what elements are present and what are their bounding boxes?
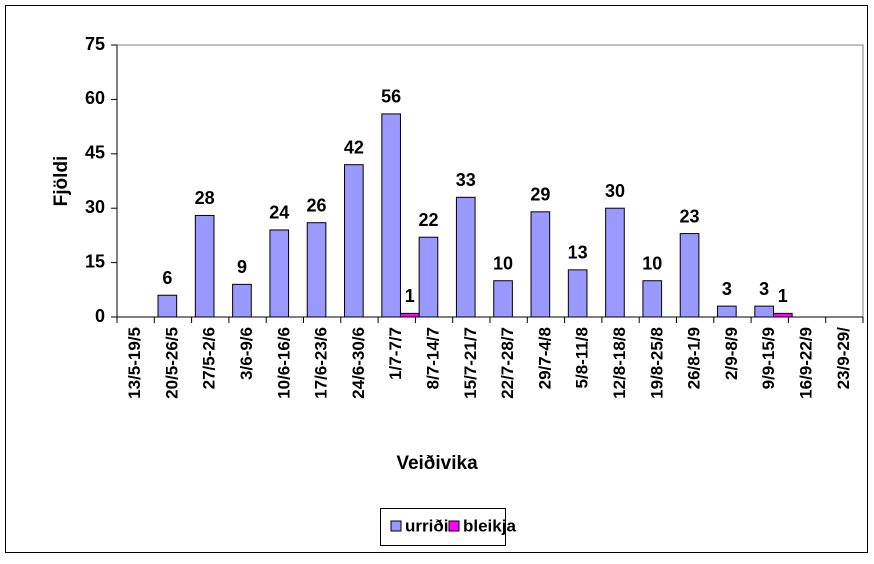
value-label: 28 xyxy=(195,188,215,208)
x-tick-label: 1/7-7/7 xyxy=(386,327,405,380)
bar xyxy=(306,222,327,318)
value-label: 42 xyxy=(344,137,364,157)
value-label: 23 xyxy=(680,206,700,226)
y-tick-label: 30 xyxy=(85,197,105,217)
bar xyxy=(399,312,420,318)
bar xyxy=(232,283,252,318)
value-label: 10 xyxy=(642,253,662,273)
bar xyxy=(642,280,663,318)
bar xyxy=(418,236,439,318)
bar xyxy=(194,214,215,318)
value-label: 30 xyxy=(605,181,625,201)
bar xyxy=(679,233,700,318)
x-tick-label: 22/7-28/7 xyxy=(498,327,517,399)
x-tick-label: 5/8-11/8 xyxy=(573,327,592,388)
x-tick-label: 27/5-2/6 xyxy=(200,327,219,389)
x-tick-label: 29/7-4/8 xyxy=(535,327,554,389)
value-label: 24 xyxy=(269,203,289,223)
value-label: 33 xyxy=(456,170,476,190)
x-tick-label: 16/9-22/9 xyxy=(797,327,816,399)
value-label: 9 xyxy=(237,257,247,277)
bar xyxy=(344,164,364,318)
value-label: 13 xyxy=(568,243,588,263)
value-label: 22 xyxy=(418,210,438,230)
value-label: 3 xyxy=(759,279,769,299)
x-tick-label: 2/9-8/9 xyxy=(722,327,741,380)
bar xyxy=(530,211,551,318)
x-tick-label: 3/6-9/6 xyxy=(237,327,256,380)
bar xyxy=(605,207,625,318)
value-label: 3 xyxy=(722,279,732,299)
value-label: 6 xyxy=(162,268,172,288)
x-tick-label: 10/6-16/6 xyxy=(274,327,293,399)
plot-area xyxy=(116,44,864,318)
bar xyxy=(455,196,476,318)
bar xyxy=(717,305,737,318)
x-tick-label: 19/8-25/8 xyxy=(647,327,666,399)
value-label: 1 xyxy=(778,286,788,306)
y-axis-label: Fjöldi xyxy=(51,156,72,207)
x-axis-label: Veiðivika xyxy=(396,453,478,474)
bar xyxy=(772,312,793,318)
bar xyxy=(381,113,401,318)
x-tick-label: 13/5-19/5 xyxy=(125,327,144,399)
value-label: 26 xyxy=(307,195,327,215)
value-label: 29 xyxy=(530,185,550,205)
x-tick-label: 24/6-30/6 xyxy=(349,327,368,399)
y-tick-label: 0 xyxy=(95,306,105,326)
y-tick-label: 45 xyxy=(85,143,105,163)
y-tick-label: 75 xyxy=(85,34,105,54)
x-tick-label: 15/7-21/7 xyxy=(461,327,480,399)
x-tick-label: 20/5-26/5 xyxy=(162,327,181,399)
bar xyxy=(567,269,588,318)
bar xyxy=(157,294,178,318)
x-tick-label: 26/8-1/9 xyxy=(685,327,704,389)
legend-label: bleikja xyxy=(463,516,516,535)
x-tick-label: 12/8-18/8 xyxy=(610,327,629,399)
value-label: 1 xyxy=(405,286,415,306)
x-tick-label: 23/9-29/ xyxy=(834,327,853,390)
x-tick-label: 9/9-15/9 xyxy=(759,327,778,389)
bar xyxy=(754,305,774,318)
value-label: 10 xyxy=(493,253,513,273)
bar xyxy=(493,280,513,318)
x-tick-label: 17/6-23/6 xyxy=(312,327,331,399)
legend-swatch xyxy=(448,520,460,532)
y-tick-label: 60 xyxy=(85,88,105,108)
x-tick-label: 8/7-14/7 xyxy=(424,327,443,389)
y-tick-label: 15 xyxy=(85,251,105,271)
value-label: 56 xyxy=(381,87,401,107)
legend-label: urriði xyxy=(405,516,448,535)
legend-swatch xyxy=(390,520,402,532)
bar xyxy=(269,229,290,318)
